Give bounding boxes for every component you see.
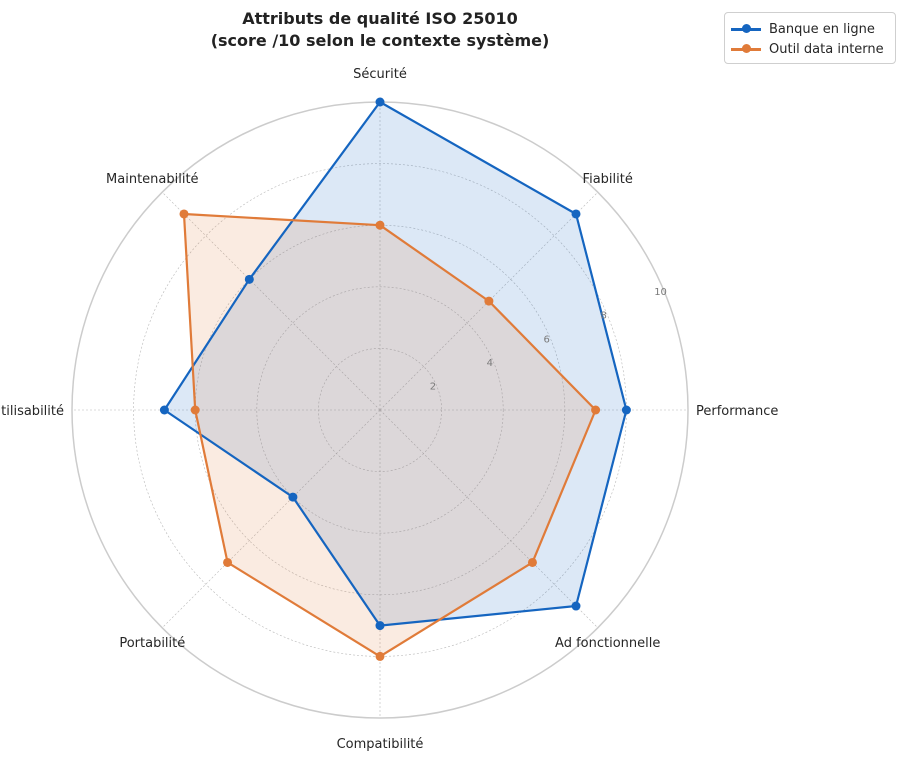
axis-label-1: Fiabilité <box>583 172 633 187</box>
tick-label-10: 10 <box>654 287 667 298</box>
data-point-0-4 <box>159 405 169 415</box>
data-point-1-2 <box>375 220 385 230</box>
tick-label-8: 8 <box>600 311 606 322</box>
axis-labels: Performance Fiabilité Sécurité Maintenabili… <box>0 67 778 752</box>
data-point-0-1 <box>571 209 581 219</box>
data-point-1-5 <box>223 557 233 567</box>
axis-label-5: Portabilité <box>119 636 185 651</box>
legend-item-banque: Banque en ligne <box>731 19 889 39</box>
legend-swatch-outil <box>731 43 761 55</box>
chart-title-line2: (score /10 selon le contexte système) <box>211 31 550 50</box>
radial-tick-labels: 2 4 6 8 10 <box>430 287 667 392</box>
legend-label-outil: Outil data interne <box>769 41 884 57</box>
data-point-1-0 <box>591 405 601 415</box>
data-point-1-3 <box>179 209 189 219</box>
data-point-0-7 <box>571 601 581 611</box>
chart-title-line1: Attributs de qualité ISO 25010 <box>242 9 518 28</box>
data-point-0-6 <box>375 621 385 631</box>
grid-spoke <box>161 191 381 411</box>
grid-ring-4 <box>256 286 504 534</box>
legend-label-banque: Banque en ligne <box>769 21 875 37</box>
axis-label-3: Maintenabilité <box>106 172 199 187</box>
tick-label-4: 4 <box>487 358 493 369</box>
axis-label-2: Sécurité <box>353 67 407 82</box>
axis-label-6: Compatibilité <box>337 737 424 752</box>
data-point-0-5 <box>288 492 298 502</box>
legend: Banque en ligne Outil data interne <box>724 12 896 64</box>
data-point-0-2 <box>375 97 385 107</box>
grid-spoke <box>161 409 381 629</box>
tick-label-2: 2 <box>430 381 436 392</box>
data-point-1-1 <box>484 296 494 306</box>
series-area-1 <box>183 213 596 657</box>
legend-swatch-banque <box>731 23 761 35</box>
data-point-1-6 <box>375 651 385 661</box>
series-area-0 <box>164 102 627 626</box>
data-point-0-0 <box>621 405 631 415</box>
axis-label-4: Utilisabilité <box>0 404 64 419</box>
tick-label-6: 6 <box>544 334 550 345</box>
data-point-0-3 <box>244 274 254 284</box>
data-point-1-7 <box>527 557 537 567</box>
axis-label-0: Performance <box>696 404 778 419</box>
grid-spoke <box>379 409 599 629</box>
series-layer <box>159 97 631 661</box>
axis-label-7: Ad fonctionnelle <box>555 636 660 651</box>
data-point-1-4 <box>190 405 200 415</box>
legend-item-outil: Outil data interne <box>731 39 889 59</box>
